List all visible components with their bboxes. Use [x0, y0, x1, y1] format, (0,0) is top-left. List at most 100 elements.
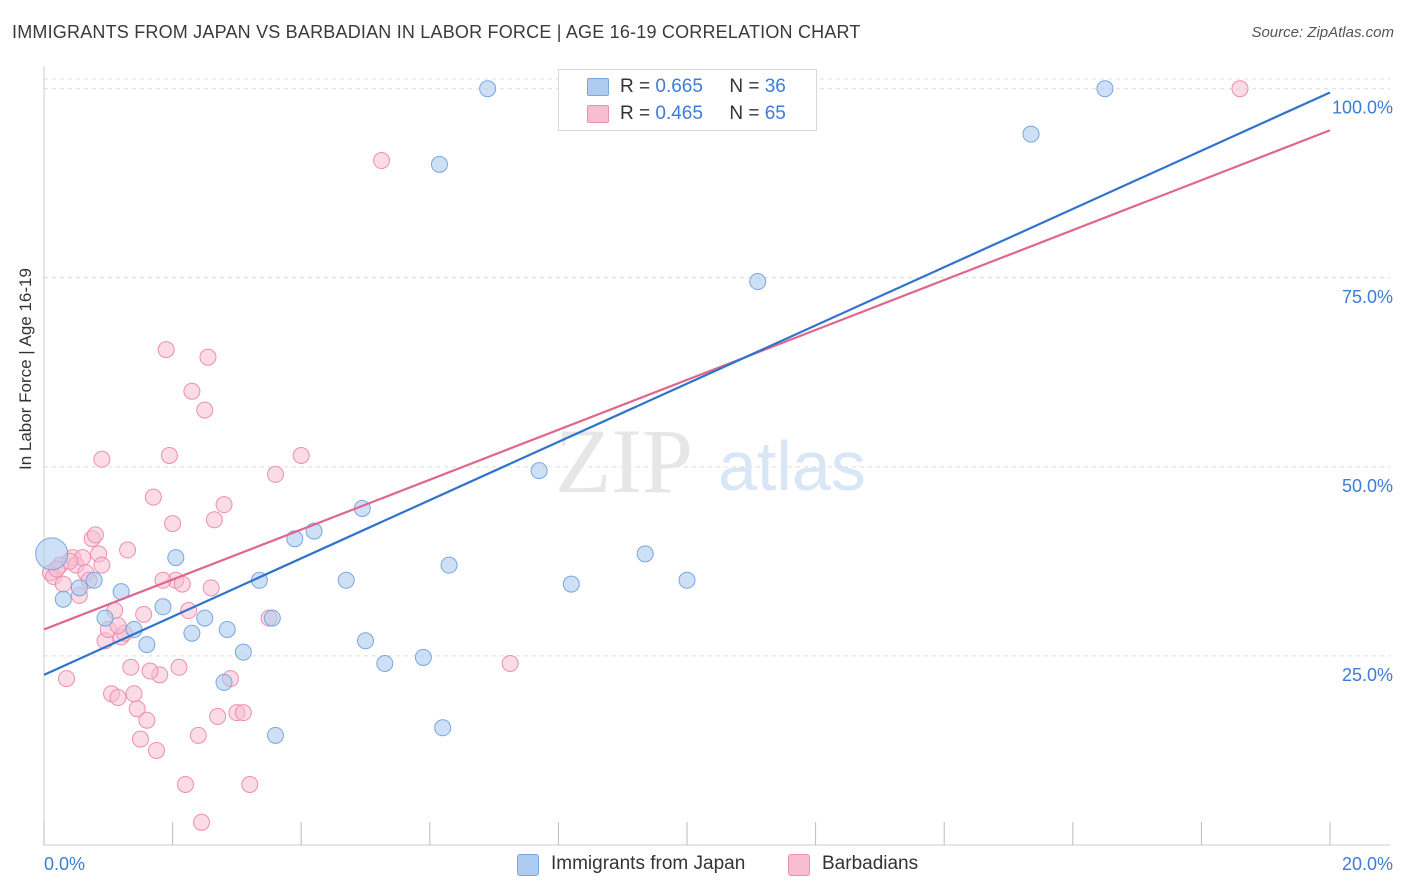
watermark-atlas: atlas: [718, 427, 866, 505]
japan-legend-swatch: [517, 854, 539, 876]
barbadians-point: [176, 775, 194, 793]
barbadians-point: [170, 658, 188, 676]
barbadians-point: [86, 526, 104, 544]
japan-n-label: N =: [729, 76, 760, 97]
axes: [43, 66, 1390, 846]
barbadians-point: [209, 707, 227, 725]
barbadians-point: [157, 341, 175, 359]
barbadians-point: [266, 465, 284, 483]
japan-r-label: R =: [620, 76, 651, 97]
japan-point: [35, 537, 69, 571]
japan-point: [414, 648, 432, 666]
japan-point: [562, 575, 580, 593]
japan-point: [138, 636, 156, 654]
barbadians-point: [199, 348, 217, 366]
barbadians-point: [164, 515, 182, 533]
japan-point: [530, 462, 548, 480]
chart-title: IMMIGRANTS FROM JAPAN VS BARBADIAN IN LA…: [12, 22, 861, 42]
japan-point: [434, 719, 452, 737]
japan-point: [96, 609, 114, 627]
barbadians-point: [501, 654, 519, 672]
barbadians-point: [193, 813, 211, 831]
barbadians-point: [138, 711, 156, 729]
japan-point: [479, 80, 497, 98]
barbadians-point: [292, 447, 310, 464]
barbadians-point: [148, 741, 166, 759]
japan-point: [263, 609, 281, 627]
japan-point: [1022, 125, 1040, 143]
barbadians-point: [122, 658, 140, 676]
japan-point: [430, 155, 448, 173]
watermark: ZIP atlas: [555, 410, 866, 512]
barbadians-point: [241, 775, 259, 793]
barbadians-point: [128, 700, 146, 718]
y-axis-title: In Labor Force | Age 16-19: [16, 268, 35, 470]
barbadians-point: [234, 704, 252, 722]
y-tick-label: 50.0%: [1342, 476, 1393, 496]
japan-point: [440, 556, 458, 574]
barbadians-point: [205, 511, 223, 529]
japan-trend-line: [43, 91, 1331, 676]
barbadians-point: [109, 689, 127, 707]
barbadians-point: [183, 382, 201, 400]
barbadians-point: [141, 662, 159, 680]
japan-n-value: 36: [764, 76, 786, 97]
barbadians-point: [215, 496, 233, 514]
barbadians-point: [93, 450, 111, 468]
japan-point: [183, 624, 201, 642]
barbadians-legend-swatch: [788, 854, 810, 876]
y-tick-label: 75.0%: [1342, 287, 1393, 307]
y-tick-label: 100.0%: [1332, 98, 1393, 118]
japan-point: [54, 590, 72, 608]
barbadians-point: [180, 602, 198, 620]
japan-points: [35, 80, 1114, 744]
japan-point: [234, 643, 252, 661]
japan-point: [196, 609, 214, 627]
barbadians-point: [196, 401, 214, 419]
barbadians-point: [125, 685, 143, 703]
x-tick-label-min: 0.0%: [44, 854, 85, 874]
japan-swatch: [587, 78, 609, 96]
japan-point: [1096, 80, 1114, 98]
tick-labels: 25.0% 50.0% 75.0% 100.0% 0.0% 20.0%: [44, 98, 1393, 874]
watermark-zip: ZIP: [555, 410, 693, 512]
barbadians-point: [373, 152, 391, 170]
trend-lines: [43, 91, 1331, 676]
y-tick-label: 25.0%: [1342, 665, 1393, 685]
source-label: Source: ZipAtlas.com: [1251, 24, 1394, 41]
barbadians-points: [41, 80, 1249, 831]
japan-point: [636, 545, 654, 563]
barbadians-point: [1231, 80, 1249, 98]
barbadians-point: [58, 670, 76, 688]
correlation-legend: R = 0.665 N = 36 R = 0.465 N = 65: [558, 69, 817, 131]
japan-point: [167, 549, 185, 567]
barbadians-swatch: [587, 105, 609, 123]
barbadians-point: [93, 556, 111, 574]
barbadians-point: [119, 541, 137, 559]
barbadians-point: [160, 447, 178, 464]
barbadians-point: [189, 726, 207, 744]
barbadians-trend-line: [43, 129, 1331, 631]
japan-point: [70, 579, 88, 597]
japan-point: [678, 571, 696, 589]
x-tick-label-max: 20.0%: [1342, 854, 1393, 874]
barbadians-point: [109, 617, 127, 635]
barbadians-r-value: 0.465: [655, 103, 703, 124]
barbadians-legend-label: Barbadians: [822, 853, 919, 874]
barbadians-point: [54, 575, 72, 593]
japan-r-value: 0.665: [655, 76, 703, 97]
japan-point: [357, 632, 374, 650]
japan-point: [337, 571, 355, 589]
barbadians-point: [202, 579, 220, 597]
japan-point: [85, 571, 103, 589]
japan-point: [218, 620, 236, 638]
barbadians-point: [135, 605, 153, 623]
barbadians-n-value: 65: [764, 103, 786, 124]
japan-point: [376, 654, 394, 672]
barbadians-n-label: N =: [729, 103, 760, 124]
japan-legend-label: Immigrants from Japan: [551, 853, 746, 874]
barbadians-point: [131, 730, 149, 748]
japan-point: [154, 598, 172, 616]
barbadians-r-label: R =: [620, 103, 651, 124]
